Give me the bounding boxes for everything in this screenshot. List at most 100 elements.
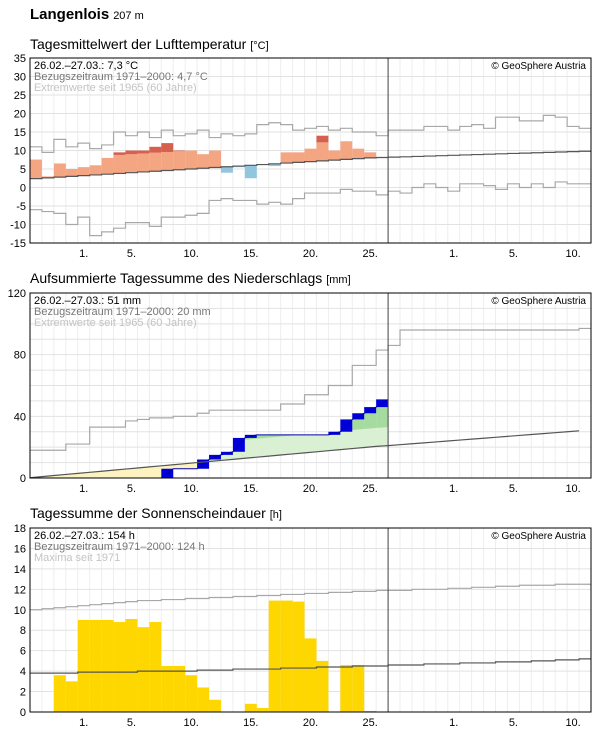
precip-diff-area [149, 465, 162, 478]
temp-hot-bar [149, 146, 162, 153]
temp-ytick-label: 10 [14, 146, 26, 158]
temp-warm-bar [30, 160, 42, 179]
sun-daily-bar [256, 707, 269, 712]
precip-info-reference: Bezugszeitraum 1971–2000: 20 mm [34, 306, 211, 318]
temp-warm-bar [209, 150, 221, 168]
sun-daily-bar [304, 638, 317, 712]
temp-ytick-label: 5 [20, 164, 26, 176]
temp-warm-bar [53, 163, 66, 178]
sun-daily-bar [268, 600, 281, 712]
station-altitude: 207 m [113, 10, 144, 22]
sun-xtick-label: 25. [363, 717, 378, 729]
temp-ytick-label: 25 [14, 90, 26, 102]
precip-xtick-label: 1. [449, 483, 458, 495]
temp-xtick-label: 1. [79, 248, 88, 260]
precip-xtick-label: 15. [243, 483, 258, 495]
temp-climate-line [30, 150, 591, 180]
temp-warm-bar [161, 151, 174, 171]
precip-info-extremes: Extremwerte seit 1965 (60 Jahre) [34, 317, 197, 329]
precip-xtick-label: 20. [303, 483, 318, 495]
sun-daily-bar [280, 600, 293, 712]
precip-diff-area [125, 467, 138, 478]
precip-diff-area [244, 434, 257, 459]
precip-xtick-label: 5. [127, 483, 136, 495]
sun-xtick-label: 5. [127, 717, 136, 729]
sun-ytick-label: 14 [14, 564, 26, 576]
temp-xtick-label: 25. [363, 248, 378, 260]
temp-hot-bar [113, 152, 126, 155]
temp-warm-bar [316, 142, 329, 161]
sun-daily-bar [161, 666, 174, 712]
sun-ytick-label: 12 [14, 584, 26, 596]
precip-diff-area [137, 466, 150, 478]
temperature-chart-title: Tagesmittelwert der Lufttemperatur [°C] [30, 36, 269, 52]
temp-warm-bar [65, 169, 78, 177]
sun-xtick-label: 10. [565, 717, 580, 729]
precip-high-area [256, 434, 269, 439]
temp-info-extremes: Extremwerte seit 1965 (60 Jahre) [34, 82, 197, 94]
station-header: Langenlois 207 m [30, 6, 144, 23]
temp-hot-bar [316, 135, 329, 143]
sun-copyright: © GeoSphere Austria [491, 531, 586, 542]
sun-xtick-label: 1. [449, 717, 458, 729]
sunshine-unit: [h] [269, 509, 282, 521]
temp-plot-border [29, 57, 592, 244]
precip-ytick-label: 80 [14, 350, 26, 362]
temp-warm-bar [352, 148, 365, 159]
sun-daily-bar [101, 620, 114, 712]
sun-xtick-label: 20. [303, 717, 318, 729]
precip-ytick-label: 0 [20, 473, 26, 485]
precip-info-current: 26.02.–27.03.: 51 mm [34, 295, 141, 307]
sun-ytick-label: 2 [20, 687, 26, 699]
precip-diff-area [113, 469, 126, 478]
precip-xtick-label: 10. [565, 483, 580, 495]
temp-ytick-label: 15 [14, 127, 26, 139]
precipitation-unit: [mm] [326, 274, 351, 286]
temp-ytick-label: 0 [20, 183, 26, 195]
temp-warm-bar [125, 154, 138, 173]
temp-xtick-label: 20. [303, 248, 318, 260]
temp-warm-bar [185, 150, 198, 169]
precip-xtick-label: 5. [509, 483, 518, 495]
precip-xtick-label: 1. [79, 483, 88, 495]
sun-daily-bar [292, 601, 305, 712]
sun-daily-bar [77, 620, 90, 712]
precipitation-chart-title: Aufsummierte Tagessumme des Niederschlag… [30, 270, 351, 286]
precip-max-line [30, 327, 591, 451]
temp-ytick-label: 30 [14, 72, 26, 84]
precip-ytick-label: 120 [8, 288, 26, 300]
sun-plot-border [29, 527, 592, 713]
sun-info-current: 26.02.–27.03.: 154 h [34, 530, 135, 542]
temp-warm-bar [173, 151, 186, 170]
sun-climate-line [30, 658, 591, 674]
precip-diff-area [89, 471, 102, 478]
sun-daily-bar [352, 664, 365, 712]
temp-cool-bar [220, 166, 233, 173]
sun-xtick-label: 1. [79, 717, 88, 729]
sun-ytick-label: 0 [20, 707, 26, 719]
sun-xtick-label: 15. [243, 717, 258, 729]
temp-warm-bar [340, 141, 353, 160]
station-name: Langenlois [30, 6, 110, 23]
precip-diff-area [101, 470, 114, 478]
temp-warm-bar [197, 154, 210, 169]
temp-xtick-label: 5. [127, 248, 136, 260]
temperature-unit: [°C] [250, 40, 269, 52]
temp-ytick-label: -15 [10, 238, 26, 250]
sun-ytick-label: 10 [14, 605, 26, 617]
precip-diff-area [256, 434, 269, 458]
temp-warm-bar [280, 152, 293, 164]
sun-daily-bar [244, 703, 257, 712]
precipitation-title-text: Aufsummierte Tagessumme des Niederschlag… [30, 270, 323, 286]
sun-daily-bar [209, 699, 221, 712]
temp-ytick-label: 20 [14, 109, 26, 121]
precip-copyright: © GeoSphere Austria [491, 296, 586, 307]
sun-daily-bar [364, 710, 377, 712]
sun-daily-bar [173, 666, 186, 712]
temp-cool-bar [268, 163, 281, 167]
sun-daily-bar [125, 618, 138, 712]
temp-hot-bar [173, 150, 186, 152]
precip-ytick-label: 40 [14, 411, 26, 423]
sun-xtick-label: 5. [509, 717, 518, 729]
